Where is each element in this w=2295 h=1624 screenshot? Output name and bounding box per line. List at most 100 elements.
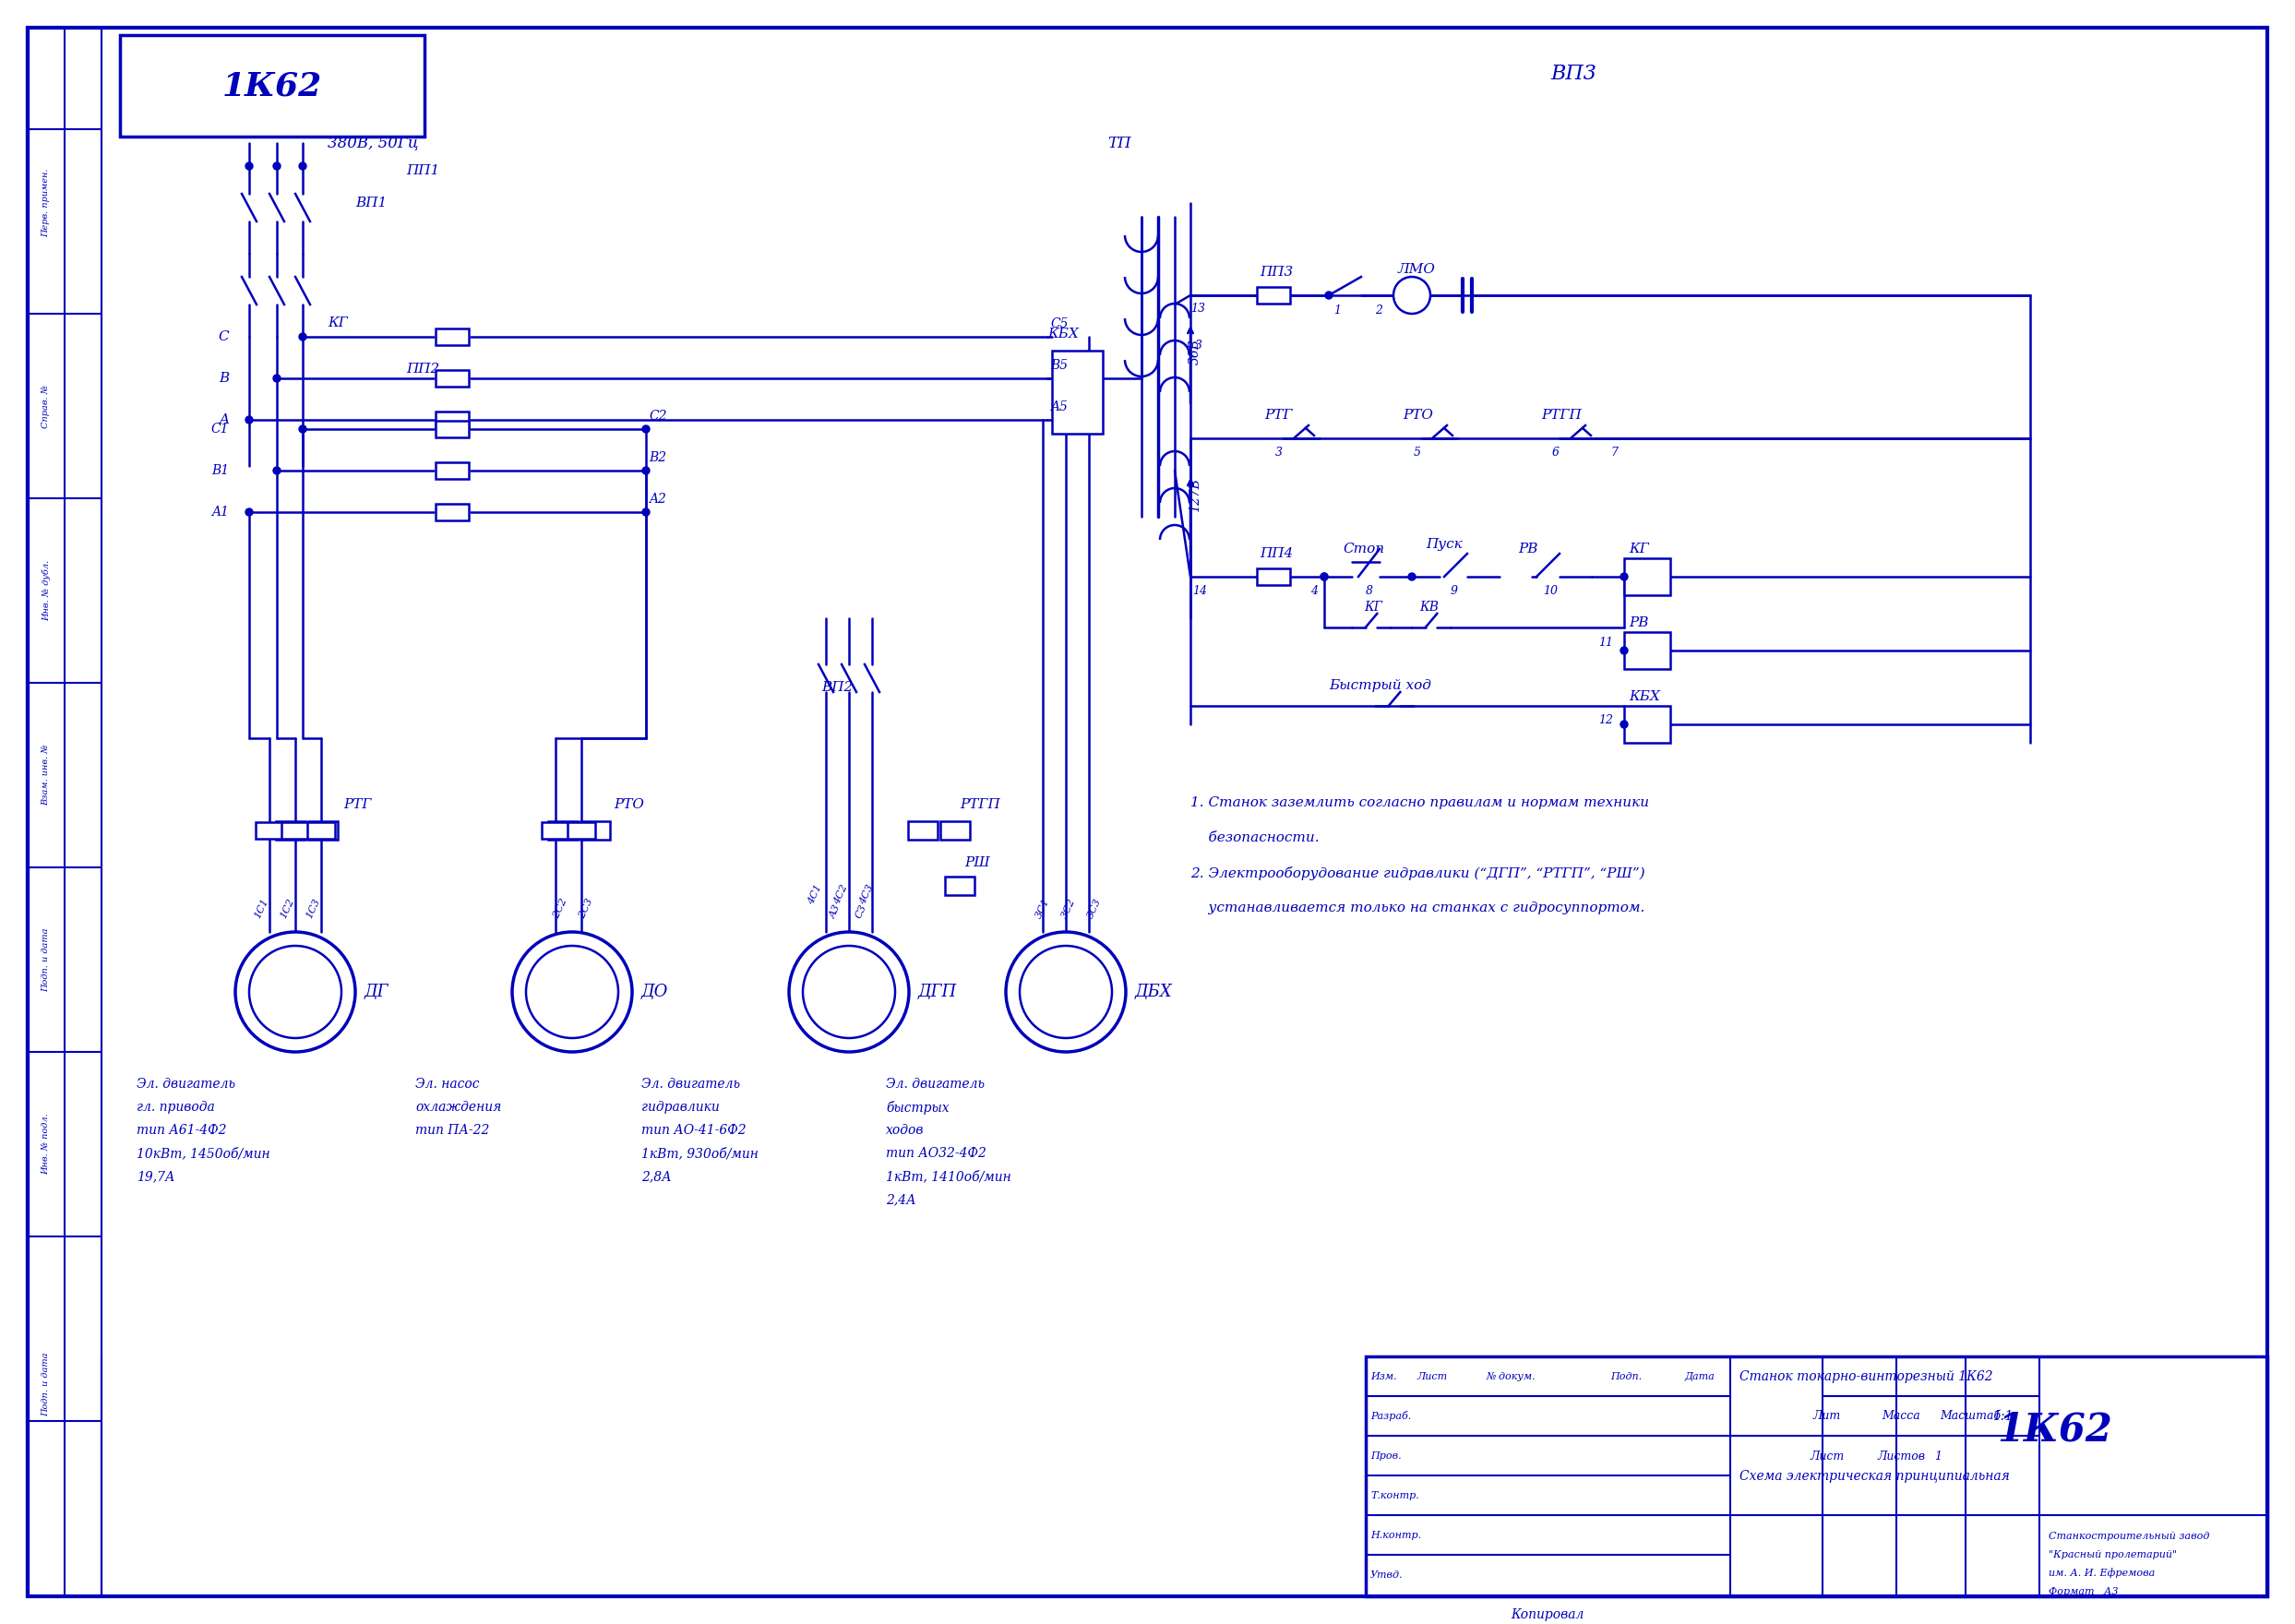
Text: ЛМО: ЛМО: [1398, 263, 1437, 276]
Bar: [308, 822, 335, 838]
Text: Формат   А3: Формат А3: [2049, 1587, 2118, 1596]
Bar: [542, 822, 569, 838]
Text: Инв. № подл.: Инв. № подл.: [41, 1114, 50, 1176]
Text: Эл. двигатель: Эл. двигатель: [886, 1078, 985, 1091]
Text: 5: 5: [1414, 447, 1421, 460]
Text: Инв. № дубл.: Инв. № дубл.: [41, 560, 50, 620]
Text: 4С1: 4С1: [806, 883, 824, 906]
Circle shape: [246, 416, 252, 424]
Circle shape: [1320, 573, 1329, 580]
Text: Подп.: Подп.: [1611, 1372, 1641, 1382]
Text: 1:1: 1:1: [1992, 1410, 2013, 1423]
Bar: [1625, 706, 1671, 742]
Text: Станок токарно-винторезный 1К62: Станок токарно-винторезный 1К62: [1740, 1371, 1992, 1384]
Text: Масштаб: Масштаб: [1939, 1410, 2001, 1423]
Circle shape: [1005, 932, 1127, 1052]
Text: 2,4А: 2,4А: [886, 1194, 916, 1207]
Text: Перв. примен.: Перв. примен.: [41, 169, 50, 237]
Text: 3: 3: [1196, 339, 1203, 352]
Text: 4: 4: [1310, 586, 1317, 598]
Circle shape: [250, 945, 342, 1038]
Text: РТГП: РТГП: [959, 797, 1001, 810]
Text: Стоп: Стоп: [1343, 542, 1384, 555]
Text: 9: 9: [1450, 586, 1457, 598]
Text: 12: 12: [1597, 715, 1613, 726]
Text: 2С2: 2С2: [551, 896, 569, 921]
Text: 1кВт, 930об/мин: 1кВт, 930об/мин: [640, 1147, 757, 1160]
Text: Быстрый ход: Быстрый ход: [1329, 679, 1432, 692]
Text: ВП1: ВП1: [356, 197, 388, 209]
Text: "Красный пролетарий": "Красный пролетарий": [2049, 1551, 2178, 1559]
Text: РВ: РВ: [1629, 617, 1648, 628]
Text: 2: 2: [1375, 304, 1382, 317]
Text: КГ: КГ: [1363, 601, 1382, 614]
Bar: [436, 411, 468, 429]
Bar: [436, 463, 468, 479]
Text: C: C: [218, 330, 230, 343]
Text: 2С3: 2С3: [576, 896, 594, 921]
Circle shape: [1324, 292, 1333, 299]
Text: A1: A1: [211, 505, 230, 518]
Text: ДГ: ДГ: [365, 984, 388, 1000]
Text: 1: 1: [1935, 1450, 1942, 1462]
Bar: [581, 822, 610, 840]
Text: 7: 7: [1611, 447, 1618, 460]
Text: Лит: Лит: [1813, 1410, 1841, 1423]
Circle shape: [1620, 646, 1627, 654]
Text: 3С2: 3С2: [1060, 896, 1076, 921]
Bar: [275, 822, 305, 840]
Circle shape: [273, 375, 280, 382]
Text: ПП4: ПП4: [1260, 547, 1292, 560]
Text: ПП3: ПП3: [1260, 266, 1292, 279]
Text: C5: C5: [1051, 317, 1067, 330]
Text: 3С3: 3С3: [1086, 896, 1104, 921]
Text: гидравлики: гидравлики: [640, 1101, 721, 1114]
Bar: [255, 822, 282, 838]
Circle shape: [1620, 721, 1627, 728]
Text: 1: 1: [1333, 304, 1340, 317]
Circle shape: [803, 945, 895, 1038]
Text: ходов: ходов: [886, 1124, 925, 1137]
Text: Дата: Дата: [1685, 1372, 1714, 1382]
Text: КГ: КГ: [328, 317, 349, 330]
Circle shape: [1320, 573, 1329, 580]
Text: тип АО32-4Ф2: тип АО32-4Ф2: [886, 1147, 987, 1160]
Text: Листов: Листов: [1877, 1450, 1926, 1462]
Text: B: B: [218, 372, 230, 385]
Text: 36В: 36В: [1189, 339, 1203, 364]
Text: РТО: РТО: [613, 797, 645, 810]
Text: Утвд.: Утвд.: [1370, 1570, 1402, 1580]
Text: Копировал: Копировал: [1510, 1608, 1584, 1621]
Text: Лист: Лист: [1811, 1450, 1845, 1462]
Text: Справ. №: Справ. №: [41, 385, 50, 427]
Bar: [941, 822, 971, 840]
Text: 1С1: 1С1: [252, 896, 269, 921]
Bar: [1258, 287, 1290, 304]
Text: Масса: Масса: [1882, 1410, 1921, 1423]
Bar: [909, 822, 939, 840]
Circle shape: [643, 508, 649, 516]
Text: Пров.: Пров.: [1370, 1452, 1402, 1460]
Text: C1: C1: [211, 422, 230, 435]
Text: 1С3: 1С3: [303, 896, 321, 921]
Text: ДО: ДО: [640, 984, 668, 1000]
Circle shape: [246, 508, 252, 516]
Circle shape: [298, 162, 305, 171]
Bar: [1051, 351, 1102, 434]
Text: Подп. и дата: Подп. и дата: [41, 1353, 50, 1416]
Text: Изм.: Изм.: [1370, 1372, 1398, 1382]
Text: A3: A3: [828, 903, 842, 921]
Text: 1С2: 1С2: [278, 896, 296, 921]
Text: Станкостроительный завод: Станкостроительный завод: [2049, 1531, 2210, 1541]
Text: ВП3: ВП3: [1551, 63, 1597, 84]
Bar: [946, 877, 975, 895]
Text: Подп. и дата: Подп. и дата: [41, 927, 50, 992]
Circle shape: [643, 466, 649, 474]
Text: Эл. насос: Эл. насос: [415, 1078, 480, 1091]
Text: Лист: Лист: [1416, 1372, 1448, 1382]
Bar: [119, 36, 425, 136]
Text: РТГ: РТГ: [344, 797, 372, 810]
Bar: [436, 503, 468, 520]
Text: 11: 11: [1597, 637, 1613, 648]
Text: B5: B5: [1051, 359, 1067, 372]
